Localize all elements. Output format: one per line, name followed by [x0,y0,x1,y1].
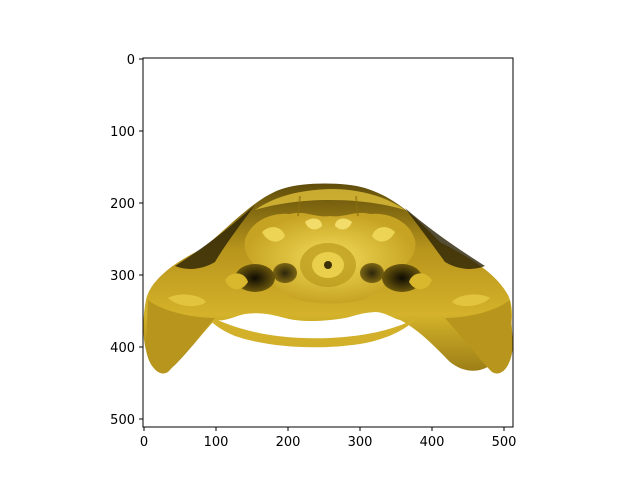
y-axis: 0 100 200 300 400 500 [110,53,143,428]
axes-frame [142,57,514,428]
rendered-surface-image [143,183,513,374]
y-tick-label: 300 [110,269,135,284]
x-tick-label: 300 [348,435,373,450]
y-tick-label: 400 [110,341,135,356]
y-tick-label: 500 [110,413,135,428]
x-tick-label: 100 [204,435,229,450]
x-tick-label: 400 [420,435,445,450]
x-tick-label: 500 [492,435,517,450]
x-tick-label: 200 [276,435,301,450]
x-tick-label: 0 [140,435,148,450]
y-tick-label: 0 [127,53,135,68]
y-tick-label: 100 [110,125,135,140]
y-tick-label: 200 [110,197,135,212]
x-axis: 0 100 200 300 400 500 [140,427,517,450]
